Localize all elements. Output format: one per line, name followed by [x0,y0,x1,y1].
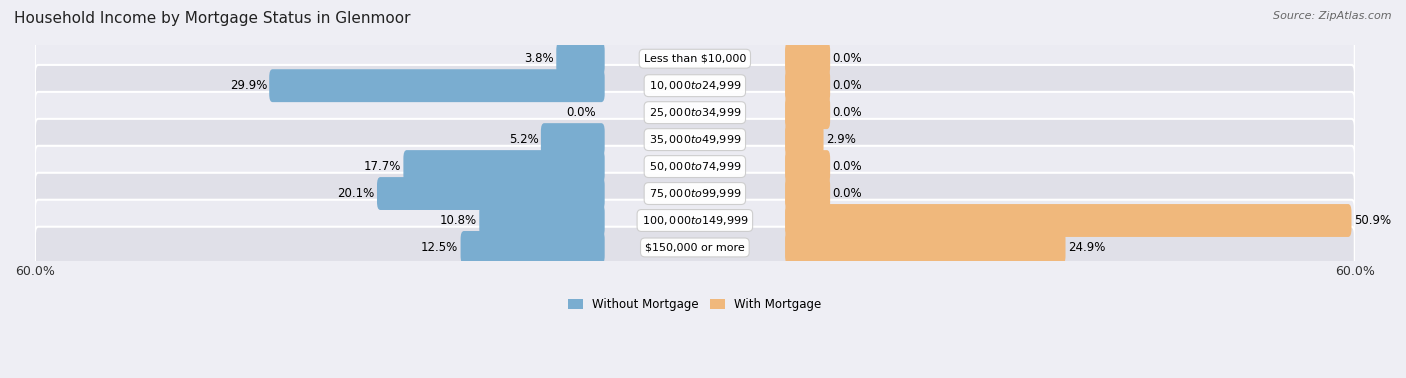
Text: $100,000 to $149,999: $100,000 to $149,999 [641,214,748,227]
Text: 0.0%: 0.0% [832,52,862,65]
Text: 12.5%: 12.5% [422,241,458,254]
Text: $10,000 to $24,999: $10,000 to $24,999 [648,79,741,92]
FancyBboxPatch shape [35,92,1355,133]
FancyBboxPatch shape [35,65,1355,107]
FancyBboxPatch shape [35,38,1355,79]
Text: 5.2%: 5.2% [509,133,538,146]
Text: 10.8%: 10.8% [440,214,477,227]
FancyBboxPatch shape [35,119,1355,160]
FancyBboxPatch shape [785,177,830,210]
Text: Source: ZipAtlas.com: Source: ZipAtlas.com [1274,11,1392,21]
FancyBboxPatch shape [404,150,605,183]
FancyBboxPatch shape [785,69,830,102]
FancyBboxPatch shape [35,146,1355,187]
FancyBboxPatch shape [541,123,605,156]
FancyBboxPatch shape [785,42,830,75]
FancyBboxPatch shape [269,69,605,102]
Text: $75,000 to $99,999: $75,000 to $99,999 [648,187,741,200]
Text: 20.1%: 20.1% [337,187,375,200]
Text: Less than $10,000: Less than $10,000 [644,54,747,64]
FancyBboxPatch shape [479,204,605,237]
FancyBboxPatch shape [785,150,830,183]
FancyBboxPatch shape [785,96,830,129]
Text: $50,000 to $74,999: $50,000 to $74,999 [648,160,741,173]
FancyBboxPatch shape [35,173,1355,214]
Text: $25,000 to $34,999: $25,000 to $34,999 [648,106,741,119]
Text: $150,000 or more: $150,000 or more [645,242,745,253]
Text: 0.0%: 0.0% [832,160,862,173]
FancyBboxPatch shape [35,200,1355,241]
FancyBboxPatch shape [785,231,1066,264]
Text: 24.9%: 24.9% [1067,241,1105,254]
Text: 0.0%: 0.0% [832,187,862,200]
Text: 3.8%: 3.8% [524,52,554,65]
FancyBboxPatch shape [461,231,605,264]
Text: 0.0%: 0.0% [832,79,862,92]
Text: $35,000 to $49,999: $35,000 to $49,999 [648,133,741,146]
Text: 17.7%: 17.7% [364,160,401,173]
FancyBboxPatch shape [785,123,824,156]
Text: Household Income by Mortgage Status in Glenmoor: Household Income by Mortgage Status in G… [14,11,411,26]
Text: 29.9%: 29.9% [229,79,267,92]
Text: 0.0%: 0.0% [567,106,596,119]
Text: 50.9%: 50.9% [1354,214,1391,227]
FancyBboxPatch shape [377,177,605,210]
FancyBboxPatch shape [557,42,605,75]
Legend: Without Mortgage, With Mortgage: Without Mortgage, With Mortgage [564,293,827,315]
Text: 2.9%: 2.9% [825,133,856,146]
FancyBboxPatch shape [785,204,1351,237]
FancyBboxPatch shape [35,227,1355,268]
Text: 0.0%: 0.0% [832,106,862,119]
